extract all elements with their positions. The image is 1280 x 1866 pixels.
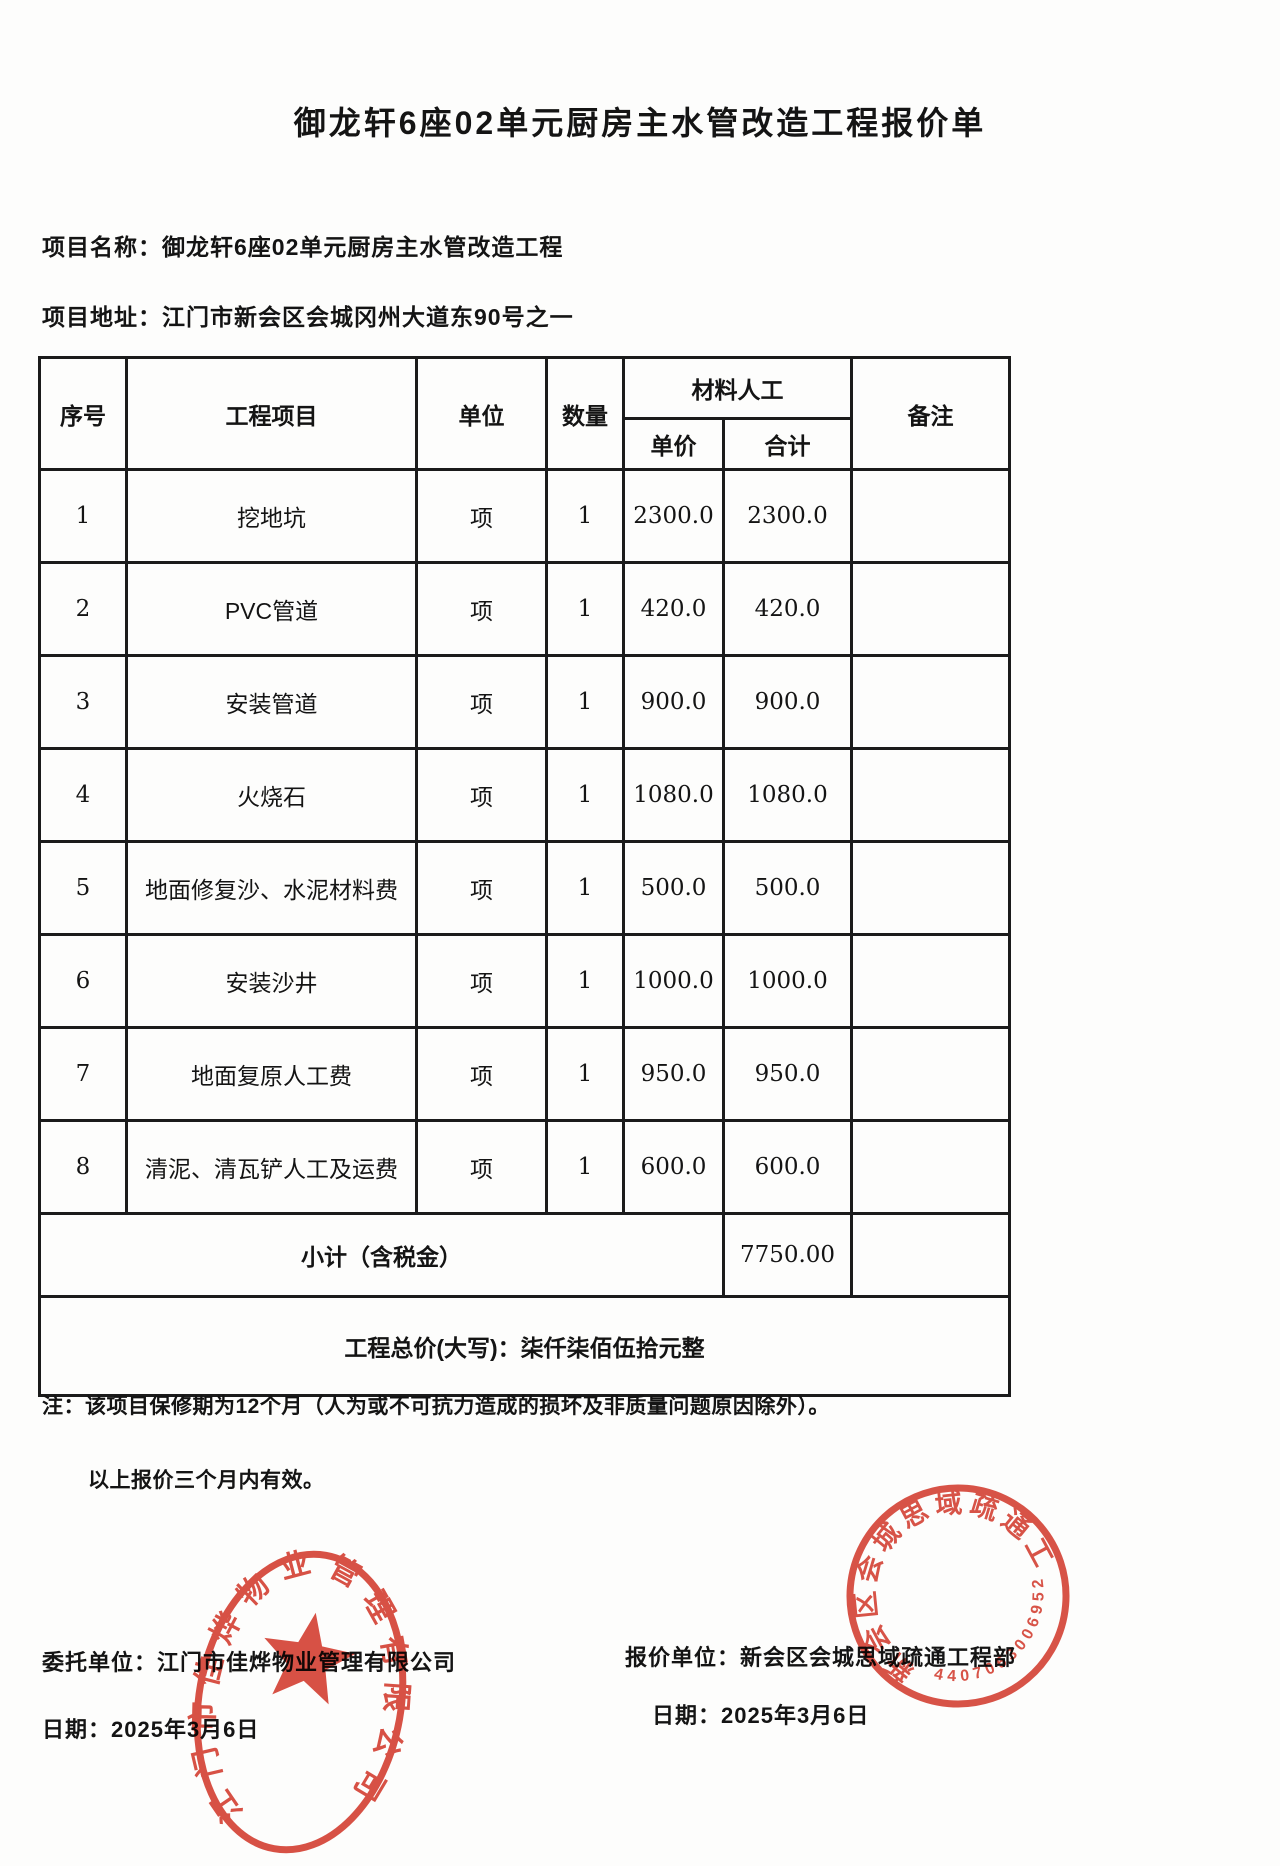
- cell-no: 1: [38, 468, 128, 564]
- cell-remark: [850, 654, 1011, 750]
- cell-total: 1080.0: [722, 747, 853, 843]
- cell-item: 挖地坑: [125, 468, 418, 564]
- cell-unit: 项: [415, 468, 548, 564]
- seal-right-arc-text: 新会区会城思域疏通工程部: [830, 1468, 1063, 1714]
- cell-price: 500.0: [622, 840, 725, 936]
- cell-total: 420.0: [722, 561, 853, 657]
- cell-remark: [850, 1026, 1011, 1122]
- cell-price: 600.0: [622, 1119, 725, 1215]
- cell-no: 8: [38, 1119, 128, 1215]
- table-row: 8 清泥、清瓦铲人工及运费 项 1 600.0 600.0: [38, 1119, 1011, 1215]
- page-title: 御龙轩6座02单元厨房主水管改造工程报价单: [293, 105, 987, 141]
- cell-qty: 1: [545, 840, 625, 936]
- cell-price: 950.0: [622, 1026, 725, 1122]
- cell-remark: [850, 933, 1011, 1029]
- client-date-line: 日期：2025年3月6日: [42, 1717, 260, 1742]
- warranty-note: 注：该项目保修期为12个月（人为或不可抗力造成的损坏及非质量问题原因除外）。: [42, 1395, 830, 1418]
- cell-qty: 1: [545, 747, 625, 843]
- header-unit-price: 单价: [622, 417, 725, 471]
- cell-price: 1000.0: [622, 933, 725, 1029]
- cell-qty: 1: [545, 1119, 625, 1215]
- company-seal-left-icon: 江门市佳烨物业管理有限公司: [182, 1540, 422, 1856]
- header-remarks: 备注: [850, 356, 1011, 471]
- header-quantity: 数量: [545, 356, 625, 471]
- cell-remark: [850, 747, 1011, 843]
- cell-unit: 项: [415, 1026, 548, 1122]
- cell-no: 3: [38, 654, 128, 750]
- cell-item: 安装沙井: [125, 933, 418, 1029]
- cell-remark: [850, 840, 1011, 936]
- company-seal-right-icon: 新会区会城思域疏通工程部 4407053006952: [830, 1468, 1076, 1714]
- header-item: 工程项目: [125, 356, 418, 471]
- cell-remark: [850, 561, 1011, 657]
- cell-total: 950.0: [722, 1026, 853, 1122]
- project-name-line: 项目名称：御龙轩6座02单元厨房主水管改造工程: [42, 234, 564, 260]
- cell-no: 4: [38, 747, 128, 843]
- svg-text:江门市佳烨物业管理有限公司: 江门市佳烨物业管理有限公司: [182, 1540, 422, 1856]
- header-materials-labor: 材料人工: [622, 356, 853, 420]
- cell-unit: 项: [415, 1119, 548, 1215]
- header-total: 合计: [722, 417, 853, 471]
- cell-price: 1080.0: [622, 747, 725, 843]
- cell-unit: 项: [415, 654, 548, 750]
- table-header-row-2: 单价 合计: [40, 417, 1010, 471]
- table-row: 4 火烧石 项 1 1080.0 1080.0: [38, 747, 1011, 843]
- cell-no: 5: [38, 840, 128, 936]
- cell-qty: 1: [545, 468, 625, 564]
- grand-total-row: 工程总价(大写)：柒仟柒佰伍拾元整: [38, 1295, 1011, 1397]
- table-row: 2 PVC管道 项 1 420.0 420.0: [38, 561, 1011, 657]
- cell-item: 清泥、清瓦铲人工及运费: [125, 1119, 418, 1215]
- cell-no: 6: [38, 933, 128, 1029]
- cell-qty: 1: [545, 1026, 625, 1122]
- table-row: 1 挖地坑 项 1 2300.0 2300.0: [38, 468, 1011, 564]
- subtotal-row: 小计（含税金） 7750.00: [38, 1212, 1011, 1298]
- cell-unit: 项: [415, 747, 548, 843]
- subtotal-label: 小计（含税金）: [38, 1212, 725, 1298]
- cell-unit: 项: [415, 561, 548, 657]
- table-header-row-1: 序号 工程项目 单位 数量 材料人工 备注: [38, 356, 1011, 471]
- table-row: 6 安装沙井 项 1 1000.0 1000.0: [38, 933, 1011, 1029]
- cell-no: 7: [38, 1026, 128, 1122]
- client-unit-line: 委托单位：江门市佳烨物业管理有限公司: [42, 1650, 457, 1675]
- cell-total: 1000.0: [722, 933, 853, 1029]
- cell-item: 安装管道: [125, 654, 418, 750]
- cell-qty: 1: [545, 561, 625, 657]
- cell-item: 地面修复沙、水泥材料费: [125, 840, 418, 936]
- cell-total: 600.0: [722, 1119, 853, 1215]
- subtotal-value: 7750.00: [722, 1212, 853, 1298]
- cell-unit: 项: [415, 933, 548, 1029]
- quoter-date-line: 日期：2025年3月6日: [652, 1703, 870, 1728]
- validity-note: 以上报价三个月内有效。: [88, 1469, 325, 1492]
- cell-remark: [850, 1119, 1011, 1215]
- subtotal-remark: [850, 1212, 1011, 1298]
- table-row: 7 地面复原人工费 项 1 950.0 950.0: [38, 1026, 1011, 1122]
- table-row: 3 安装管道 项 1 900.0 900.0: [38, 654, 1011, 750]
- cell-total: 900.0: [722, 654, 853, 750]
- svg-text:新会区会城思域疏通工程部: 新会区会城思域疏通工程部: [830, 1468, 1063, 1714]
- header-index: 序号: [38, 356, 128, 471]
- cell-remark: [850, 468, 1011, 564]
- cell-qty: 1: [545, 654, 625, 750]
- cell-item: 地面复原人工费: [125, 1026, 418, 1122]
- quotation-table: 序号 工程项目 单位 数量 材料人工 备注 单价 合计 1 挖地坑 项 1 23…: [38, 356, 1011, 1397]
- cell-item: PVC管道: [125, 561, 418, 657]
- table-row: 5 地面修复沙、水泥材料费 项 1 500.0 500.0: [38, 840, 1011, 936]
- cell-unit: 项: [415, 840, 548, 936]
- quoter-unit-line: 报价单位：新会区会城思域疏通工程部: [625, 1645, 1017, 1670]
- cell-no: 2: [38, 561, 128, 657]
- project-address-line: 项目地址：江门市新会区会城冈州大道东90号之一: [42, 304, 574, 330]
- grand-total-line: 工程总价(大写)：柒仟柒佰伍拾元整: [38, 1295, 1011, 1397]
- header-unit: 单位: [415, 356, 548, 471]
- cell-price: 420.0: [622, 561, 725, 657]
- cell-total: 500.0: [722, 840, 853, 936]
- cell-qty: 1: [545, 933, 625, 1029]
- cell-total: 2300.0: [722, 468, 853, 564]
- cell-item: 火烧石: [125, 747, 418, 843]
- seal-left-arc-text: 江门市佳烨物业管理有限公司: [182, 1540, 422, 1856]
- cell-price: 900.0: [622, 654, 725, 750]
- cell-price: 2300.0: [622, 468, 725, 564]
